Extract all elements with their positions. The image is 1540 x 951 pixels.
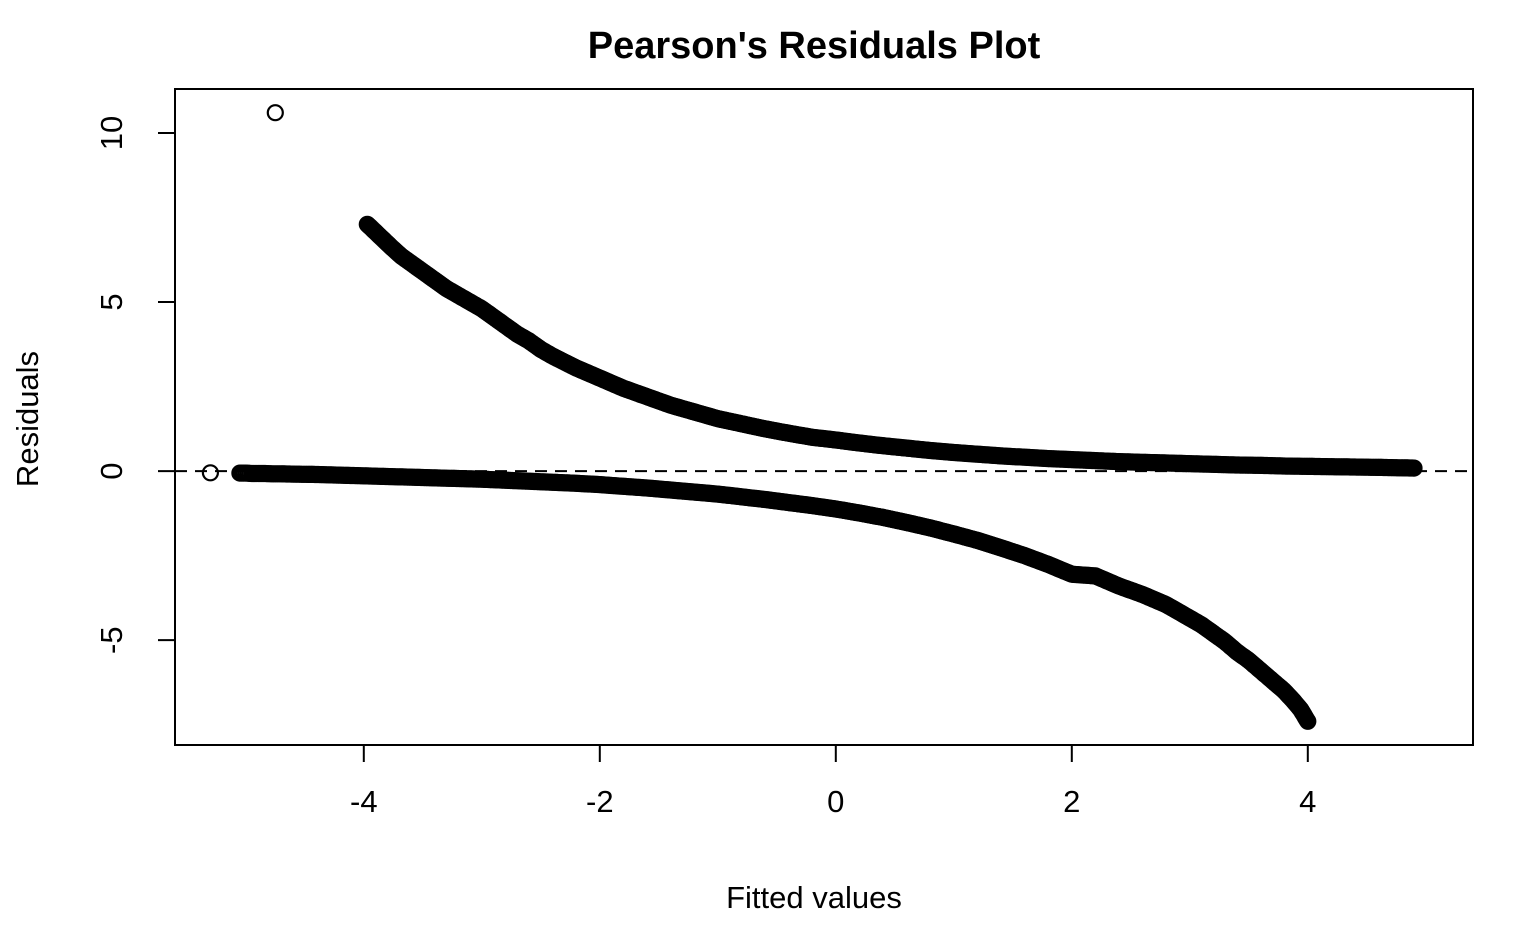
data-point [1403,459,1422,477]
data-point [201,464,219,482]
y-axis: -5 0 5 10 [94,116,176,654]
y-tick-label: 0 [94,462,129,479]
y-tick-label: 10 [94,116,129,150]
y-tick-label: -5 [94,626,129,654]
y-tick-label: 5 [94,293,129,310]
data-point [266,104,284,122]
data-point [1298,711,1316,729]
y-axis-label: Residuals [10,351,45,487]
x-axis: -4 -2 0 2 4 [350,744,1316,819]
x-tick-label: 2 [1063,784,1080,819]
x-tick-label: -2 [586,784,614,819]
plot-frame [174,88,1474,746]
x-tick-label: 0 [827,784,844,819]
x-tick-label: -4 [350,784,378,819]
x-axis-label: Fitted values [726,880,902,915]
data-points [201,104,1423,730]
chart-title: Pearson's Residuals Plot [588,25,1041,67]
x-tick-label: 4 [1299,784,1316,819]
